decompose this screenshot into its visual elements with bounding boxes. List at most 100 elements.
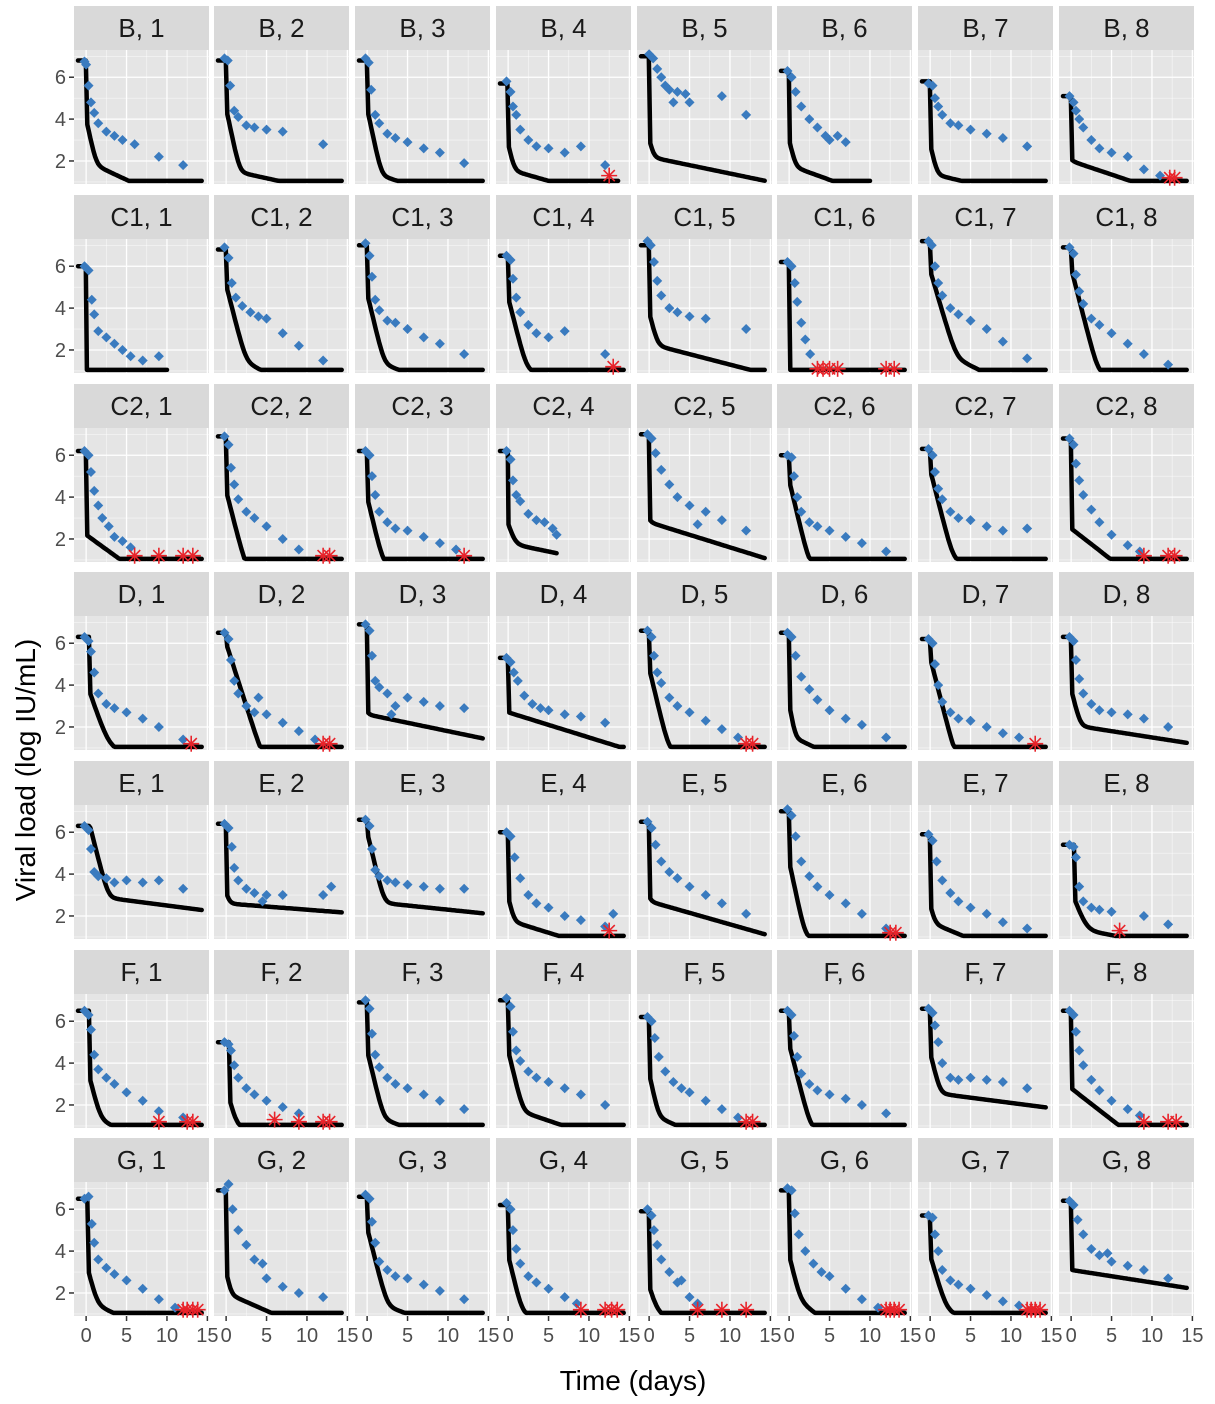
observed-point xyxy=(366,843,377,854)
fitted-curve xyxy=(1060,634,1189,746)
observed-point xyxy=(382,128,393,139)
fitted-curve xyxy=(215,821,344,915)
observed-point xyxy=(363,57,374,68)
facet-panel: C2, 4 xyxy=(496,384,631,562)
observed-point xyxy=(700,715,711,726)
observed-point xyxy=(241,883,252,894)
observed-point xyxy=(507,273,518,284)
observed-point xyxy=(233,1225,244,1236)
observed-point xyxy=(543,902,554,913)
observed-point xyxy=(672,701,683,712)
observed-point xyxy=(656,678,667,688)
observed-point xyxy=(676,1275,687,1286)
x-tick-label: 0 xyxy=(784,1325,795,1347)
observed-point xyxy=(125,351,136,362)
observed-point xyxy=(716,1104,727,1115)
x-tick-label: 0 xyxy=(1066,1325,1077,1347)
observed-point xyxy=(1163,359,1174,370)
below-limit-point xyxy=(744,735,761,752)
observed-point xyxy=(933,680,944,691)
facet-panel: B, 3 xyxy=(355,6,490,184)
observed-point xyxy=(981,1074,992,1085)
observed-point xyxy=(511,1244,522,1254)
facet-strip xyxy=(637,6,772,50)
observed-point xyxy=(600,160,611,171)
facet-strip-label: G, 5 xyxy=(680,1145,729,1175)
x-axes: 0 5 10 15 0 5 10 15 0 5 10 15 0 5 10 15 0 5 10 15 0 5 10 15 0 5 10… xyxy=(81,1316,1204,1347)
asterisk-stroke xyxy=(1137,1115,1151,1128)
observed-point xyxy=(434,1095,445,1106)
observed-point xyxy=(652,63,663,74)
observed-point xyxy=(786,72,797,83)
fitted-curve xyxy=(356,448,485,562)
observed-point xyxy=(178,883,189,894)
observed-point xyxy=(382,315,393,326)
observed-point xyxy=(937,494,948,505)
observed-point xyxy=(1138,910,1149,921)
observed-point xyxy=(997,525,1008,536)
observed-point xyxy=(840,1093,851,1104)
fitted-curve xyxy=(497,655,626,750)
observed-point xyxy=(370,109,381,120)
facet-strip xyxy=(74,761,209,805)
facet-strip xyxy=(74,950,209,994)
observed-point xyxy=(812,694,823,705)
asterisk-stroke xyxy=(574,1303,588,1316)
facet-strip xyxy=(918,950,1053,994)
observed-point xyxy=(153,1294,164,1305)
y-tick-label: 4 xyxy=(55,864,66,886)
facet-panel: C1, 6 xyxy=(777,195,912,377)
facet-strip xyxy=(637,1138,772,1182)
facet-panel: F, 2 xyxy=(214,950,349,1130)
observed-point xyxy=(856,719,867,730)
fitted-curve xyxy=(497,829,626,939)
panel-background xyxy=(355,1182,490,1316)
facet-strip xyxy=(777,6,912,50)
observed-point xyxy=(277,890,288,901)
observed-point xyxy=(824,1089,835,1100)
observed-point xyxy=(997,1296,1008,1307)
observed-point xyxy=(790,86,801,97)
observed-point xyxy=(953,713,964,724)
observed-point xyxy=(559,326,570,337)
observed-point xyxy=(965,124,976,135)
observed-point xyxy=(1086,135,1097,146)
observed-point xyxy=(856,1294,867,1305)
x-tick-label: 0 xyxy=(503,1325,514,1347)
x-tick-label: 15 xyxy=(618,1325,640,1347)
below-limit-point xyxy=(150,547,167,564)
observed-point xyxy=(600,717,611,728)
asterisk-stroke xyxy=(152,549,166,562)
observed-point xyxy=(93,871,104,882)
observed-point xyxy=(390,317,401,328)
observed-point xyxy=(523,135,534,146)
facet-strip-label: E, 4 xyxy=(540,768,586,798)
observed-point xyxy=(648,1225,659,1236)
observed-point xyxy=(543,143,554,154)
observed-point xyxy=(786,452,797,463)
observed-point xyxy=(531,328,542,339)
observed-point xyxy=(223,252,234,263)
observed-point xyxy=(374,506,385,517)
observed-point xyxy=(559,709,570,720)
facet-strip-label: B, 6 xyxy=(821,13,867,43)
below-limit-point xyxy=(321,1113,338,1130)
observed-point xyxy=(237,301,248,311)
observed-point xyxy=(257,896,268,907)
y-tick-label: 4 xyxy=(55,109,66,131)
observed-point xyxy=(223,439,234,450)
observed-point xyxy=(229,675,240,686)
facet-strip-label: C1, 2 xyxy=(250,202,312,232)
observed-point xyxy=(812,881,823,892)
below-limit-point xyxy=(886,360,903,377)
facet-strip xyxy=(74,384,209,428)
observed-point xyxy=(672,307,683,318)
observed-point xyxy=(374,1256,385,1267)
observed-point xyxy=(117,135,128,146)
fitted-curve xyxy=(638,54,767,183)
observed-point xyxy=(600,349,611,360)
observed-point xyxy=(1068,439,1079,450)
observed-point xyxy=(652,667,663,678)
x-tick-label: 15 xyxy=(1181,1325,1203,1347)
observed-point xyxy=(664,692,675,703)
